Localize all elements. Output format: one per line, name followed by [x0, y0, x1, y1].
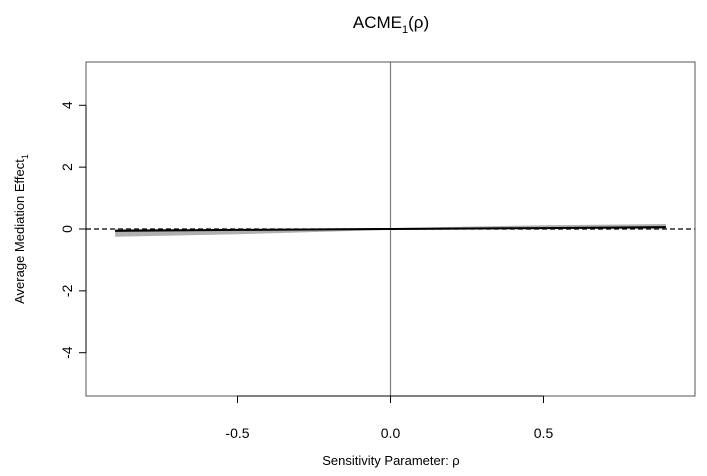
x-tick-label: -0.5 [225, 425, 249, 441]
chart-title: ACME1(ρ) [353, 13, 429, 36]
y-tick-label: -2 [59, 284, 75, 297]
y-axis: -4 -2 0 2 4 [59, 101, 87, 359]
y-tick-label: 4 [59, 101, 75, 109]
x-tick-label: 0.5 [534, 425, 554, 441]
x-tick-label: 0.0 [381, 425, 401, 441]
y-tick-label: -4 [59, 346, 75, 359]
plot-area [86, 62, 695, 396]
y-tick-label: 2 [59, 163, 75, 171]
y-axis-label: Average Mediation Effect1 [12, 154, 30, 304]
y-tick-label: 0 [59, 225, 75, 233]
x-axis: -0.5 0.0 0.5 [225, 395, 554, 441]
x-axis-label: Sensitivity Parameter: ρ [322, 453, 459, 468]
acme-estimate-line [115, 226, 666, 232]
